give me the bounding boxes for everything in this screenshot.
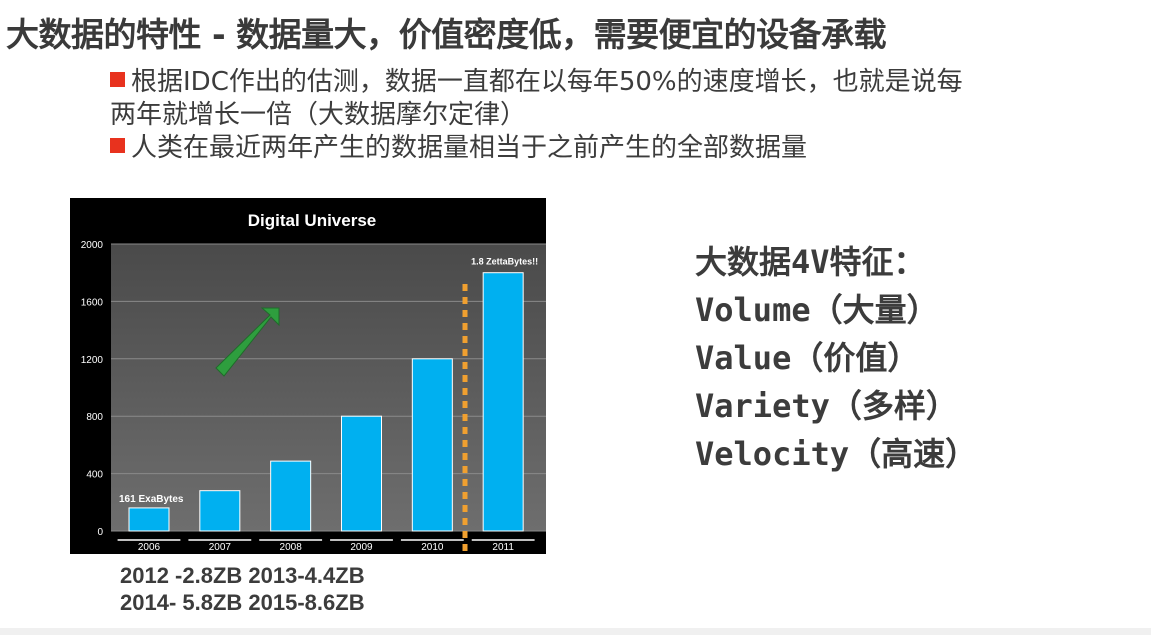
bar-2008	[270, 460, 312, 532]
bullet-text: 根据IDC作出的估测，数据一直都在以每年50%的速度增长，也就是说每	[131, 67, 963, 97]
feature-value: Value（价值）	[695, 339, 920, 377]
bar-2010	[411, 358, 453, 532]
bullet-square-icon	[110, 72, 125, 87]
bullet-item: 根据IDC作出的估测，数据一直都在以每年50%的速度增长，也就是说每	[110, 66, 1110, 99]
plot-area	[111, 244, 546, 531]
bullet-list: 根据IDC作出的估测，数据一直都在以每年50%的速度增长，也就是说每 两年就增长…	[110, 66, 1110, 165]
slide-title: 大数据的特性 - 数据量大，价值密度低，需要便宜的设备承载	[6, 15, 887, 54]
y-tick-label: 1600	[81, 297, 104, 308]
four-v-features: 大数据4V特征： Volume（大量） Value（价值） Variety（多样…	[695, 238, 977, 478]
bullet-square-icon	[110, 138, 125, 153]
digital-universe-chart: Digital Universe 0 400 800 1200 1600 2000 2006…	[70, 198, 546, 554]
feature-variety: Variety（多样）	[695, 387, 958, 425]
bullet-continuation: 两年就增长一倍（大数据摩尔定律）	[110, 99, 1110, 132]
chart-title: Digital Universe	[248, 211, 377, 230]
x-tick-label: 2007	[209, 542, 232, 553]
bullet-text: 两年就增长一倍（大数据摩尔定律）	[110, 100, 527, 130]
x-tick-label: 2010	[421, 542, 444, 553]
y-tick-label: 0	[97, 527, 103, 538]
y-tick-label: 400	[86, 470, 103, 481]
future-values-line: 2012 -2.8ZB 2013-4.4ZB	[120, 563, 365, 588]
feature-velocity: Velocity（高速）	[695, 435, 978, 473]
bar-2009	[341, 415, 382, 532]
future-values: 2012 -2.8ZB 2013-4.4ZB 2014- 5.8ZB 2015-…	[120, 562, 365, 616]
footer-strip	[0, 628, 1151, 635]
first-bar-annotation: 161 ExaBytes	[119, 494, 184, 505]
growth-arrow-icon	[215, 307, 280, 377]
x-tick-label: 2011	[492, 542, 514, 553]
chart-svg: Digital Universe 0 400 800 1200 1600 2000 2006…	[81, 211, 546, 554]
bar-2011	[482, 272, 524, 532]
bar-2006	[128, 507, 170, 532]
y-tick-label: 800	[86, 412, 103, 423]
y-tick-label: 2000	[81, 240, 104, 251]
future-values-line: 2014- 5.8ZB 2015-8.6ZB	[120, 590, 365, 615]
x-tick-label: 2009	[350, 542, 373, 553]
x-tick-label: 2006	[138, 542, 161, 553]
bullet-text: 人类在最近两年产生的数据量相当于之前产生的全部数据量	[131, 133, 808, 163]
y-tick-label: 1200	[81, 355, 104, 366]
last-bar-annotation: 1.8 ZettaBytes!!	[471, 257, 538, 267]
features-heading: 大数据4V特征：	[695, 243, 926, 281]
x-tick-label: 2008	[280, 542, 303, 553]
bar-2007	[199, 490, 241, 532]
bullet-item: 人类在最近两年产生的数据量相当于之前产生的全部数据量	[110, 132, 1110, 165]
feature-volume: Volume（大量）	[695, 291, 939, 329]
